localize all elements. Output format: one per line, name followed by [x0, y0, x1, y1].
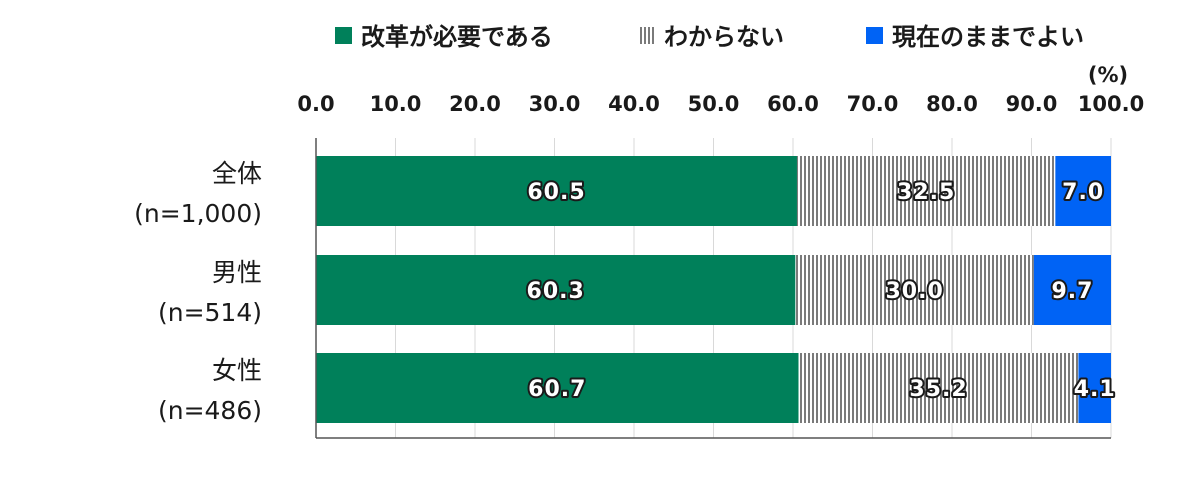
x-tick-label: 30.0 — [529, 92, 581, 116]
category-label-line2: (n=486) — [158, 396, 262, 425]
data-label: 9.7 — [1051, 279, 1093, 304]
data-label: 60.5 — [527, 180, 585, 205]
data-label: 60.7 — [528, 377, 586, 402]
x-tick-label: 10.0 — [370, 92, 422, 116]
bar-segment — [316, 156, 797, 226]
bar-segment — [796, 156, 1056, 226]
bar-segment — [798, 353, 1079, 423]
data-label: 35.2 — [909, 377, 967, 402]
unit-label: (%) — [1088, 63, 1128, 87]
data-label: 32.5 — [897, 180, 955, 205]
data-label: 60.3 — [527, 279, 585, 304]
x-tick-label: 20.0 — [449, 92, 501, 116]
category-label-line1: 女性 — [212, 356, 262, 385]
x-tick-label: 50.0 — [688, 92, 740, 116]
legend-label-2: 現在のままでよい — [892, 23, 1084, 51]
legend-swatch-2 — [866, 27, 883, 44]
data-label: 7.0 — [1062, 180, 1104, 205]
legend-label-0: 改革が必要である — [361, 23, 553, 51]
category-label-line1: 全体 — [212, 159, 262, 188]
category-label-line2: (n=1,000) — [134, 199, 262, 228]
bar-segment — [1078, 353, 1111, 423]
axes — [315, 138, 1111, 439]
legend-swatch-1 — [638, 27, 655, 44]
x-tick-label: 90.0 — [1006, 92, 1058, 116]
data-label: 30.0 — [885, 279, 943, 304]
legend-label-1: わからない — [664, 23, 784, 51]
data-labels: 60.5 32.5 7.0 60.3 30.0 9.7 60.7 35.2 4.1 — [525, 178, 1117, 404]
x-axis-ticks: (%) 0.0 10.0 20.0 30.0 40.0 50.0 60.0 70.0 80.0 90… — [297, 63, 1144, 116]
x-tick-label: 70.0 — [847, 92, 899, 116]
bars — [316, 156, 1111, 423]
bar-segment — [1055, 156, 1111, 226]
legend: 改革が必要である わからない 現在のままでよい — [335, 23, 1084, 51]
x-tick-label: 100.0 — [1078, 92, 1144, 116]
bar-segment — [316, 255, 796, 325]
bar-segment — [316, 353, 799, 423]
data-label: 4.1 — [1074, 377, 1116, 402]
bar-segment — [795, 255, 1034, 325]
x-tick-label: 0.0 — [297, 92, 334, 116]
x-tick-label: 40.0 — [608, 92, 660, 116]
category-labels: 全体 (n=1,000) 男性 (n=514) 女性 (n=486) — [134, 159, 262, 425]
bar-segment — [1033, 255, 1111, 325]
x-tick-label: 80.0 — [926, 92, 978, 116]
category-label-line2: (n=514) — [158, 298, 262, 327]
x-tick-label: 60.0 — [767, 92, 819, 116]
category-label-line1: 男性 — [212, 258, 262, 287]
legend-swatch-0 — [335, 27, 352, 44]
